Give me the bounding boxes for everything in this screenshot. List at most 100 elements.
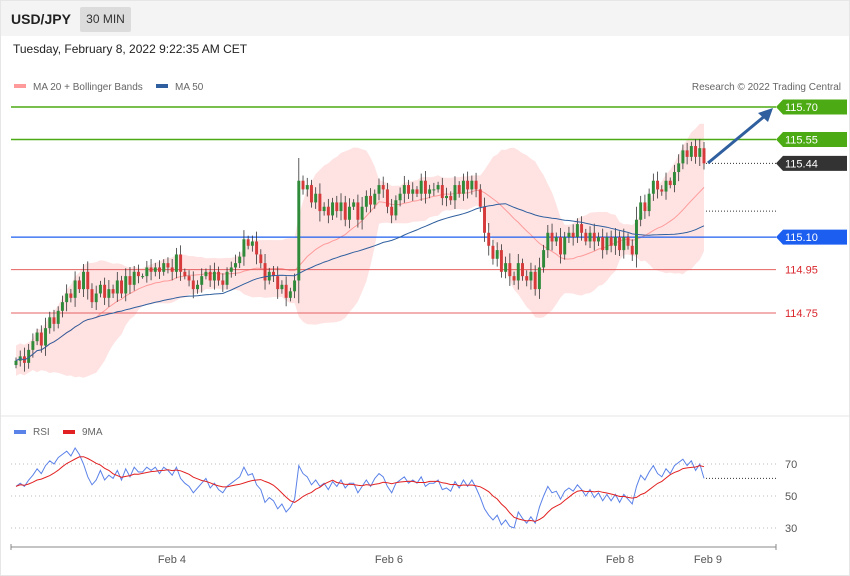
forecast-arrowhead — [758, 108, 773, 122]
price-tag-115-44 — [776, 155, 847, 171]
candle-body — [39, 332, 43, 346]
x-tick-feb8: Feb 8 — [606, 554, 634, 566]
candle-body — [402, 185, 406, 194]
candle-body — [162, 263, 166, 272]
candle-body — [115, 280, 119, 294]
candle-body — [432, 189, 436, 191]
ma20-line — [15, 187, 705, 362]
candle-body — [259, 254, 263, 264]
symbol-label: USD/JPY — [11, 11, 71, 27]
candle-body — [592, 232, 596, 242]
candle-body — [288, 291, 292, 298]
candle-body — [385, 189, 389, 207]
candle-body — [525, 276, 529, 281]
candle-body — [136, 271, 140, 277]
price-tag-label-115-44: 115.44 — [785, 158, 818, 170]
candle-body — [293, 280, 297, 292]
ma50-legend-label: MA 50 — [175, 82, 204, 93]
candle-body — [335, 202, 339, 212]
candle-body — [326, 206, 330, 216]
candle-body — [512, 276, 516, 281]
candle-body — [436, 185, 440, 190]
candle-body — [694, 146, 698, 157]
candle-body — [318, 193, 322, 212]
candle-body — [647, 193, 651, 212]
candle-body — [331, 202, 335, 216]
candle-body — [132, 271, 136, 285]
candle-body — [580, 224, 584, 233]
x-tick-feb9: Feb 9 — [694, 554, 722, 566]
price-tag-label-115-70: 115.70 — [785, 102, 818, 114]
ma50-line — [15, 203, 705, 362]
candle-body — [478, 189, 482, 207]
candle-body — [495, 250, 499, 259]
candle-body — [567, 232, 571, 238]
candle-body — [73, 280, 77, 298]
candle-body — [415, 189, 419, 194]
candle-body — [423, 180, 427, 194]
candle-body — [428, 189, 432, 194]
candle-body — [145, 267, 149, 277]
rsi-tick-70: 70 — [785, 459, 797, 471]
candle-body — [305, 185, 309, 190]
candle-body — [124, 276, 128, 294]
candle-body — [461, 180, 465, 194]
price-tag-115-55 — [776, 132, 847, 148]
candle-body — [27, 349, 31, 363]
candle-body — [660, 189, 664, 192]
candle-body — [128, 276, 132, 285]
candle-body — [77, 280, 81, 290]
candle-body — [276, 276, 280, 290]
candle-body — [394, 200, 398, 216]
candle-body — [297, 180, 301, 281]
candle-body — [618, 237, 622, 251]
candle-body — [204, 271, 208, 277]
candle-body — [449, 195, 453, 201]
candle-body — [360, 206, 364, 220]
candle-body — [474, 180, 478, 190]
candle-body — [597, 237, 600, 242]
candle-body — [56, 310, 60, 324]
candle-body — [200, 276, 204, 285]
x-tick-feb6: Feb 6 — [375, 554, 403, 566]
candle-body — [86, 271, 90, 290]
timeframe-button[interactable]: 30 MIN — [80, 7, 131, 32]
candle-body — [183, 271, 187, 277]
candle-body — [339, 202, 343, 212]
candle-body — [411, 189, 415, 194]
candle-body — [103, 284, 107, 298]
candle-body — [301, 180, 305, 190]
candle-body — [69, 293, 73, 298]
level-label-114-75: 114.75 — [785, 308, 818, 320]
candle-body — [453, 185, 457, 201]
candle-body — [191, 280, 195, 290]
price-tag-label-115-55: 115.55 — [785, 135, 818, 147]
candle-body — [107, 289, 111, 298]
candle-body — [508, 263, 512, 277]
candle-body — [352, 202, 356, 207]
rsi-line — [15, 447, 705, 529]
candle-body — [563, 237, 567, 255]
price-tag-label-115-10: 115.10 — [785, 232, 818, 244]
forecast-arrow-line — [707, 113, 767, 165]
price-tags-layer: 115.70 115.55 115.44 115.10 114.95 114.75 — [776, 99, 847, 320]
levels-layer — [11, 106, 776, 314]
candle-body — [90, 289, 94, 303]
candle-body — [499, 250, 503, 272]
candle-body — [685, 150, 689, 157]
candle-body — [263, 263, 267, 281]
x-tick-feb4: Feb 4 — [158, 554, 186, 566]
candle-body — [356, 202, 360, 220]
candle-body — [575, 224, 579, 238]
candle-body — [533, 271, 537, 290]
candle-body — [630, 245, 634, 255]
candle-body — [672, 172, 676, 186]
candle-body — [681, 150, 685, 164]
credit-text: Research © 2022 Trading Central — [692, 82, 841, 93]
candle-body — [504, 263, 508, 272]
candle-body — [546, 232, 550, 251]
candle-body — [483, 206, 486, 233]
candle-body — [238, 256, 242, 264]
level-label-114-95: 114.95 — [785, 265, 818, 277]
candle-body — [529, 271, 533, 281]
